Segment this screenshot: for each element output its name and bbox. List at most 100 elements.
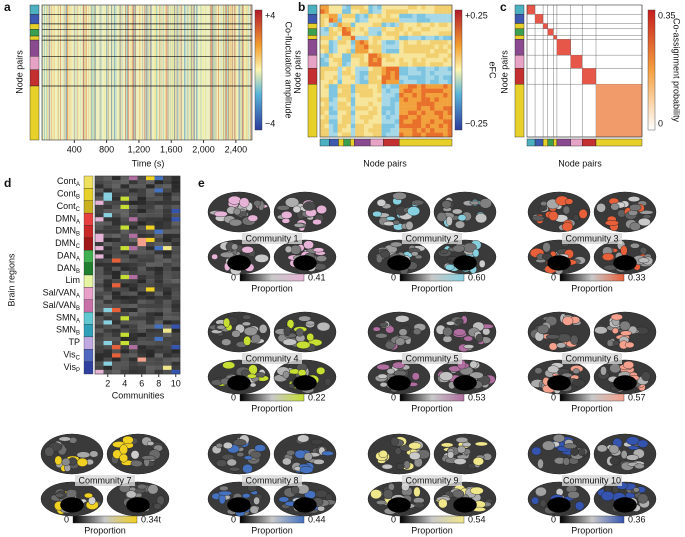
heatmap-cell (328, 5, 334, 10)
heatmap-cell (434, 22, 439, 28)
brain-parcel (474, 441, 488, 447)
y-axis-label: Node pairs (499, 50, 509, 94)
heatmap-cell (377, 115, 382, 120)
heatmap-cell (408, 123, 413, 129)
heatmap-cell (346, 13, 351, 19)
heatmap-cell (137, 341, 147, 346)
heatmap-cell (137, 332, 147, 338)
system-strip (83, 311, 94, 325)
heatmap-cell (346, 123, 351, 129)
heatmap-cell (390, 62, 395, 67)
heatmap-cell (95, 237, 104, 243)
module-strip (319, 138, 330, 147)
heatmap-cell (416, 57, 422, 63)
heatmap-cell (112, 225, 121, 230)
system-strip (83, 250, 94, 263)
heatmap-cell (320, 106, 325, 111)
brain-parcel (639, 210, 654, 215)
brain-parcel (472, 248, 480, 258)
heatmap-cell (346, 110, 351, 116)
heatmap-cell (412, 62, 417, 67)
heatmap-cell (324, 115, 329, 120)
heatmap-cell (394, 44, 400, 50)
heatmap-cell (103, 250, 113, 255)
heatmap-cell (416, 97, 422, 102)
system-label: ContA (57, 177, 80, 188)
heatmap-cell (163, 229, 172, 234)
heatmap-cell (146, 258, 155, 263)
heatmap-cell (95, 242, 104, 247)
heatmap-cell (95, 213, 104, 218)
module-strip (595, 138, 643, 147)
heatmap-cell (171, 262, 181, 267)
heatmap-cell (337, 88, 343, 94)
system-name: DMN (55, 238, 76, 248)
heatmap-cell (359, 97, 365, 102)
heatmap-cell (377, 88, 382, 94)
module-strip (526, 138, 536, 147)
colorbar-max: 0.34t (141, 514, 162, 524)
heatmap-cell (146, 291, 155, 296)
heatmap-cell (430, 84, 435, 89)
heatmap-cell (390, 35, 395, 41)
heatmap-cell (137, 336, 147, 342)
heatmap-cell (377, 49, 382, 54)
heatmap-cell (137, 303, 147, 309)
heatmap-cell (421, 13, 426, 19)
heatmap-cell (425, 97, 431, 102)
heatmap-cell (372, 71, 378, 76)
heatmap-cell (112, 204, 121, 210)
heatmap-cell (333, 49, 338, 54)
heatmap-cell (120, 312, 130, 317)
brain-parcel (633, 487, 640, 493)
brain-parcel (620, 450, 628, 460)
heatmap-cell (320, 110, 325, 116)
heatmap-cell (416, 132, 422, 138)
heatmap-cell (403, 22, 409, 28)
heatmap-cell (137, 299, 147, 305)
heatmap-cell (154, 320, 164, 325)
heatmap-cell (372, 75, 378, 80)
heatmap-cell (443, 119, 448, 124)
title-bg (402, 353, 462, 364)
heatmap-cell (350, 44, 356, 50)
heatmap-cell (337, 62, 343, 67)
heatmap-cell (328, 79, 334, 85)
heatmap-cell (129, 229, 138, 234)
brain-parcel (254, 372, 266, 378)
heatmap-cell (320, 44, 325, 50)
heatmap-block (553, 35, 557, 40)
heatmap-cell (171, 357, 181, 362)
brain-parcel (630, 242, 640, 249)
heatmap-cell (355, 119, 360, 124)
heatmap-cell (120, 237, 130, 243)
heatmap-cell (394, 71, 400, 76)
colorbar-label: Proportion (251, 283, 293, 293)
heatmap-cell (412, 119, 417, 124)
heatmap-cell (394, 13, 400, 19)
heatmap-cell (154, 266, 164, 272)
heatmap-cell (333, 5, 338, 10)
heatmap-cell (146, 242, 155, 247)
heatmap-cell (408, 106, 413, 111)
heatmap-cell (399, 66, 404, 72)
heatmap-cell (364, 123, 369, 129)
heatmap-cell (95, 283, 104, 288)
heatmap-block (527, 5, 536, 15)
heatmap-cell (364, 40, 369, 45)
heatmap-cell (394, 101, 400, 107)
brain-parcel (243, 335, 252, 346)
heatmap-cell (381, 123, 387, 129)
brain-parcel (216, 324, 226, 330)
brain-parcel (547, 365, 560, 374)
heatmap-cell (346, 9, 351, 14)
heatmap-cell (381, 84, 387, 89)
heatmap-cell (346, 57, 351, 63)
title-bg (242, 233, 302, 244)
brain-parcel (562, 457, 571, 466)
heatmap-cell (154, 283, 164, 288)
heatmap-cell (381, 40, 387, 45)
x-tick-label: 400 (67, 144, 82, 154)
heatmap-cell (163, 213, 172, 218)
heatmap-cell (368, 27, 373, 32)
